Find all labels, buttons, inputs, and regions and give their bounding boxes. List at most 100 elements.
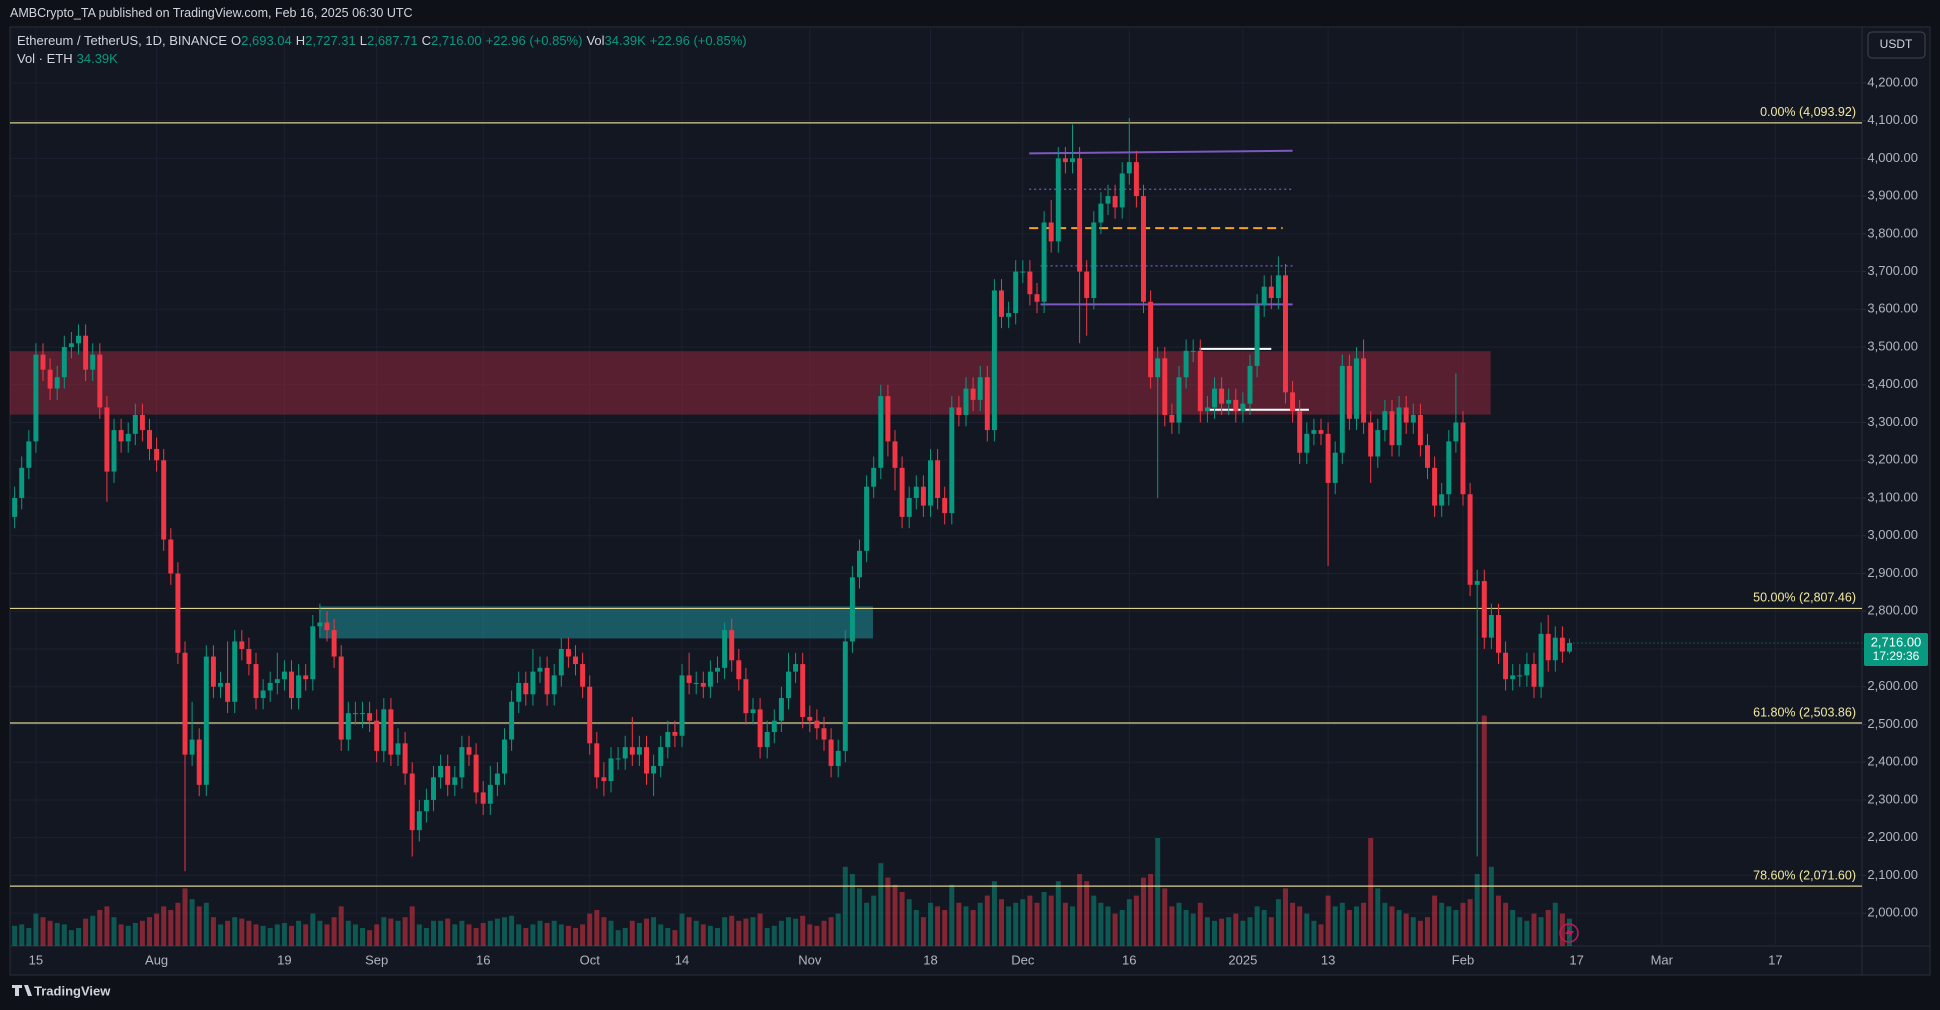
fib-label: 0.00% (4,093.92) (1760, 105, 1856, 119)
volume-label[interactable]: Vol · ETH (17, 51, 73, 66)
candle-body (1275, 275, 1281, 298)
volume-bar (1055, 881, 1061, 946)
candle-body (537, 667, 543, 672)
volume-bar (913, 910, 919, 946)
candle-body (19, 467, 25, 499)
candle-body (1013, 271, 1019, 314)
candle-body (218, 682, 223, 687)
candle-body (111, 430, 117, 472)
candle-body (388, 709, 394, 755)
candle-body (622, 747, 628, 759)
volume-bar (722, 917, 728, 946)
candle-body (892, 441, 898, 468)
drawings (1029, 149, 1309, 411)
candle-body (970, 388, 976, 400)
candle-body (1105, 196, 1111, 204)
candle-body (920, 486, 926, 506)
volume-bar (338, 906, 344, 946)
candle-body (303, 675, 309, 680)
volume-bar (1091, 895, 1097, 946)
candle-body (849, 577, 855, 642)
volume-bar (111, 917, 117, 946)
candle-body (906, 498, 912, 517)
volume-bar (622, 928, 628, 946)
volume-bar (76, 928, 81, 946)
volume-bar (949, 884, 955, 946)
volume-bar (274, 924, 280, 946)
candle-body (473, 754, 479, 793)
volume-bar (232, 917, 238, 946)
candle-body (530, 671, 536, 695)
candle-body (12, 498, 18, 517)
y-tick-label: 2,000.00 (1867, 905, 1918, 920)
candle-body (324, 622, 330, 631)
candle-body (1368, 422, 1374, 457)
candle-body (1432, 467, 1438, 506)
fib (10, 122, 1862, 887)
candle-body (1354, 358, 1359, 419)
candle-body (1247, 365, 1253, 404)
volume-bar (1510, 910, 1516, 946)
volume-bar (729, 915, 735, 946)
volume-bar (367, 930, 373, 946)
candle-body (1538, 633, 1544, 687)
candle-body (629, 747, 635, 755)
volume-bar (1417, 920, 1423, 946)
volume-bar (906, 899, 912, 946)
volume-bar (878, 863, 884, 946)
candle-body (1297, 411, 1303, 453)
volume-bar (416, 924, 422, 946)
l-key: L (359, 33, 367, 48)
candle-body (1062, 158, 1068, 163)
candle-body (644, 747, 649, 774)
volume-bar (1332, 906, 1338, 946)
candle-body (1133, 162, 1139, 197)
y-tick-label: 2,600.00 (1867, 678, 1918, 693)
last-price-label: 2,716.00 (1871, 634, 1922, 649)
volume-bar (289, 925, 294, 946)
candle-body (345, 713, 351, 740)
volume-bar (1559, 913, 1565, 946)
volume-bar (707, 925, 713, 946)
volume-bar (984, 895, 990, 946)
volume-bar (629, 920, 635, 946)
y-tick-label: 3,700.00 (1867, 263, 1918, 278)
candle-body (395, 743, 401, 755)
x-tick-label: 17 (1768, 952, 1782, 967)
volume-bar (388, 918, 394, 946)
x-tick-label: Nov (798, 952, 822, 967)
volume-bar (218, 924, 223, 946)
volume-bar (530, 924, 536, 946)
candle-body (1496, 615, 1501, 653)
candle-body (494, 773, 500, 785)
trend-line (1029, 149, 1293, 155)
volume-bar (1070, 906, 1075, 946)
volume-bar (1375, 888, 1381, 946)
volume-bar (445, 918, 451, 946)
candle-body (807, 716, 813, 721)
volume-bar (1275, 899, 1281, 946)
candle-body (1027, 271, 1033, 295)
candle-body (1439, 494, 1445, 506)
candle-body (1446, 441, 1452, 495)
candle-body (360, 713, 365, 715)
symbol[interactable]: Ethereum / TetherUS, 1D, BINANCE (17, 33, 228, 48)
volume-bar (1531, 913, 1537, 946)
volume-bar (871, 895, 877, 946)
candle-body (68, 343, 74, 348)
volume-bar (1183, 910, 1189, 946)
volume-bar (999, 899, 1004, 946)
candle-body (1197, 350, 1203, 412)
currency-button[interactable] (1867, 31, 1926, 59)
candle-body (1290, 392, 1296, 412)
candle-body (715, 667, 720, 672)
volume-bar (771, 925, 777, 946)
candle-body (1552, 637, 1558, 661)
o-value: 2,693.04 (241, 33, 292, 48)
volume-bar (991, 881, 997, 946)
candle-body (771, 720, 777, 733)
candle-body (636, 747, 642, 755)
vol-value: 34.39K (604, 33, 646, 48)
alert-icon[interactable] (1559, 923, 1579, 943)
volume-bar (1467, 899, 1473, 946)
